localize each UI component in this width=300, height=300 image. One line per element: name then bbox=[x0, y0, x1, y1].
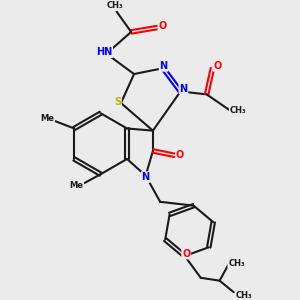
Text: HN: HN bbox=[96, 47, 112, 57]
Text: Me: Me bbox=[40, 114, 54, 123]
Text: O: O bbox=[182, 249, 190, 259]
Text: S: S bbox=[114, 97, 121, 106]
Text: N: N bbox=[142, 172, 150, 182]
Text: O: O bbox=[176, 150, 184, 160]
Text: CH₃: CH₃ bbox=[228, 259, 245, 268]
Text: N: N bbox=[179, 83, 188, 94]
Text: N: N bbox=[160, 61, 168, 71]
Text: O: O bbox=[158, 21, 166, 31]
Text: CH₃: CH₃ bbox=[236, 291, 252, 300]
Text: CH₃: CH₃ bbox=[230, 106, 246, 115]
Text: CH₃: CH₃ bbox=[107, 1, 124, 10]
Text: Me: Me bbox=[69, 181, 83, 190]
Text: O: O bbox=[214, 61, 222, 71]
